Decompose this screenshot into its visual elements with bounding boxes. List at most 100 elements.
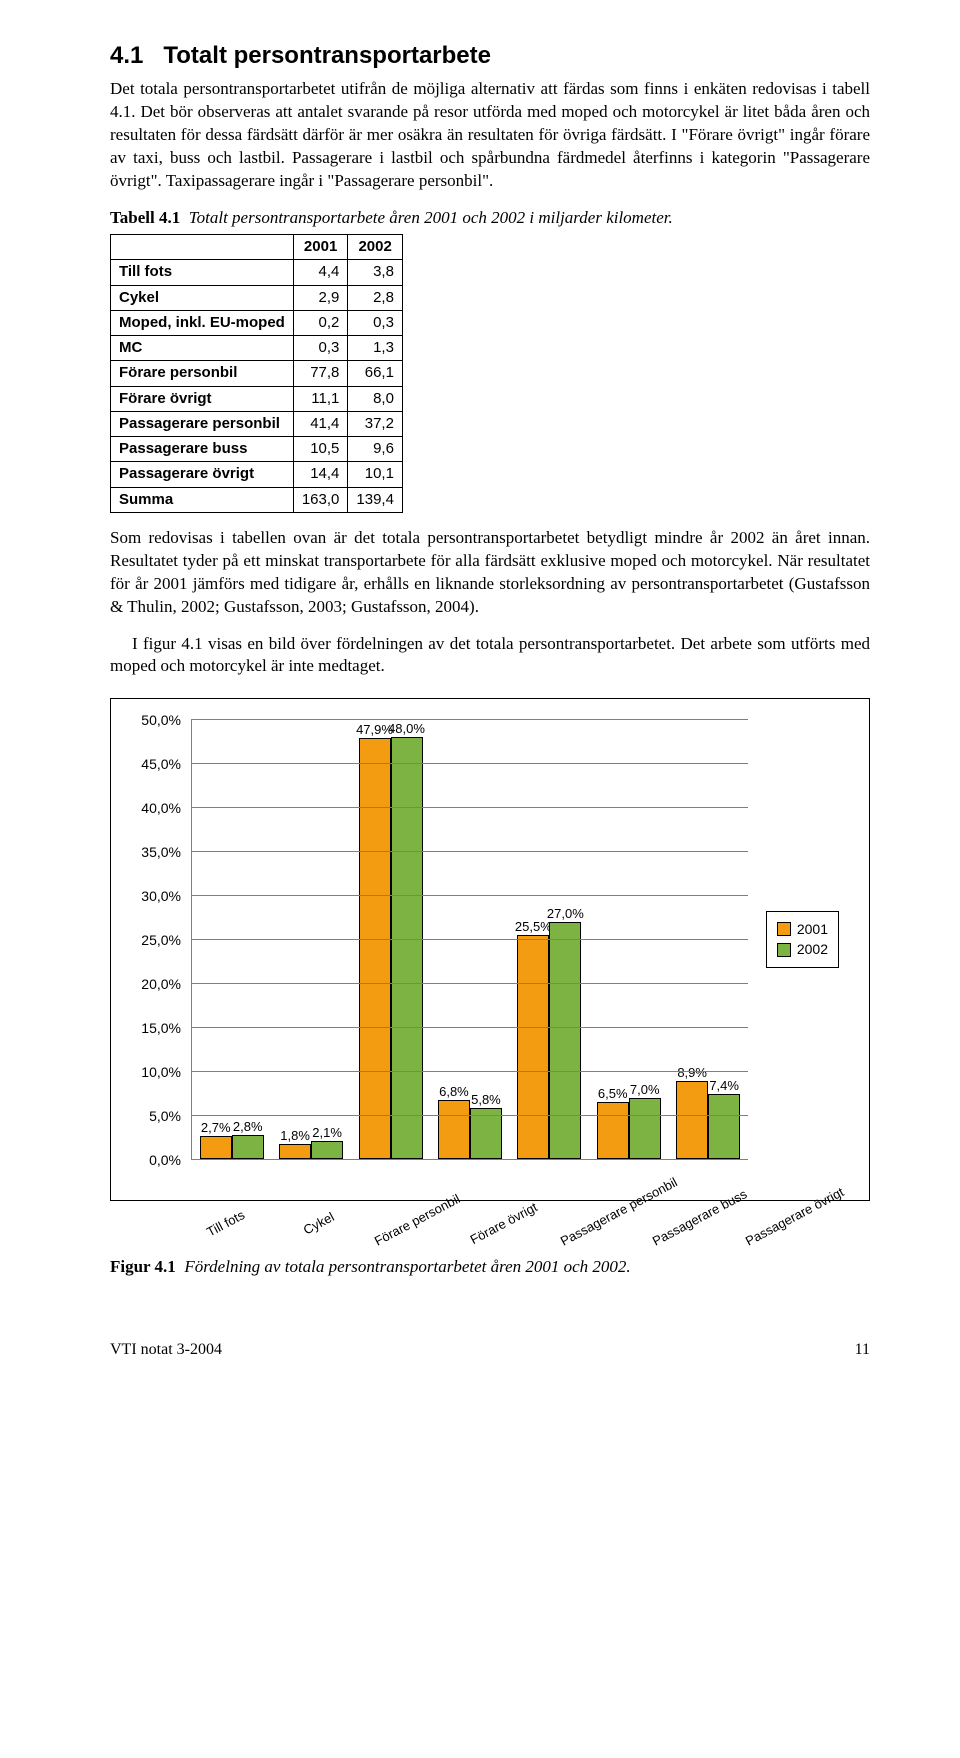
chart-bar: 47,9% xyxy=(359,738,391,1160)
legend-label: 2001 xyxy=(797,920,828,939)
table-cell: Passagerare buss xyxy=(111,437,294,462)
table-row: Moped, inkl. EU-moped0,20,3 xyxy=(111,310,403,335)
bar-group: 47,9%48,0% xyxy=(359,737,423,1159)
paragraph-2: Som redovisas i tabellen ovan är det tot… xyxy=(110,527,870,619)
legend-label: 2002 xyxy=(797,940,828,959)
table-cell: 11,1 xyxy=(293,386,348,411)
chart-bar: 6,8% xyxy=(438,1100,470,1160)
table-caption-bold: Tabell 4.1 xyxy=(110,208,180,227)
table-cell: 66,1 xyxy=(348,361,403,386)
table-cell: Förare övrigt xyxy=(111,386,294,411)
y-tick-label: 0,0% xyxy=(131,1151,187,1170)
x-tick-label: Förare personbil xyxy=(372,1197,451,1250)
x-tick-label: Förare övrigt xyxy=(464,1197,543,1250)
bar-value-label: 7,0% xyxy=(630,1081,660,1099)
bar-value-label: 48,0% xyxy=(388,720,425,738)
table-cell: 2,9 xyxy=(293,285,348,310)
section-heading: 4.1 Totalt persontransportarbete xyxy=(110,40,870,72)
table-row: MC0,31,3 xyxy=(111,336,403,361)
table-cell: 1,3 xyxy=(348,336,403,361)
table-row: Cykel2,92,8 xyxy=(111,285,403,310)
chart-bar: 2,7% xyxy=(200,1136,232,1160)
bar-value-label: 6,5% xyxy=(598,1085,628,1103)
table-cell: 9,6 xyxy=(348,437,403,462)
bar-value-label: 8,9% xyxy=(677,1064,707,1082)
table-row: Till fots4,43,8 xyxy=(111,260,403,285)
chart-bar: 8,9% xyxy=(676,1081,708,1159)
bar-chart: 2,7%2,8%1,8%2,1%47,9%48,0%6,8%5,8%25,5%2… xyxy=(110,698,870,1201)
table-cell: MC xyxy=(111,336,294,361)
table-cell: 2,8 xyxy=(348,285,403,310)
table-header: 2002 xyxy=(348,235,403,260)
table-cell: Förare personbil xyxy=(111,361,294,386)
y-tick-label: 30,0% xyxy=(131,887,187,906)
table-cell: 0,3 xyxy=(348,310,403,335)
chart-bar: 25,5% xyxy=(517,935,549,1159)
bar-value-label: 2,8% xyxy=(233,1118,263,1136)
table-header: 2001 xyxy=(293,235,348,260)
chart-bar: 7,4% xyxy=(708,1094,740,1159)
bar-value-label: 1,8% xyxy=(280,1127,310,1145)
bar-group: 25,5%27,0% xyxy=(517,922,581,1160)
paragraph-1: Det totala persontransportarbetet utifrå… xyxy=(110,78,870,193)
bar-value-label: 6,8% xyxy=(439,1083,469,1101)
legend-swatch xyxy=(777,922,791,936)
chart-bar: 48,0% xyxy=(391,737,423,1159)
table-cell: 41,4 xyxy=(293,411,348,436)
bar-group: 8,9%7,4% xyxy=(676,1081,740,1159)
table-cell: 139,4 xyxy=(348,487,403,512)
table-cell: Cykel xyxy=(111,285,294,310)
table-row: Förare personbil77,866,1 xyxy=(111,361,403,386)
chart-legend: 20012002 xyxy=(766,911,839,969)
y-tick-label: 25,0% xyxy=(131,931,187,950)
x-tick-label: Passagerare buss xyxy=(649,1197,728,1250)
table-caption: Tabell 4.1 Totalt persontransportarbete … xyxy=(110,207,870,230)
y-tick-label: 10,0% xyxy=(131,1063,187,1082)
chart-bar: 1,8% xyxy=(279,1144,311,1160)
footer-left: VTI notat 3-2004 xyxy=(110,1339,222,1361)
data-table: 20012002 Till fots4,43,8Cykel2,92,8Moped… xyxy=(110,234,403,513)
legend-swatch xyxy=(777,943,791,957)
table-cell: Till fots xyxy=(111,260,294,285)
table-cell: 37,2 xyxy=(348,411,403,436)
table-header xyxy=(111,235,294,260)
table-cell: 10,5 xyxy=(293,437,348,462)
table-row: Passagerare buss10,59,6 xyxy=(111,437,403,462)
chart-bar: 2,8% xyxy=(232,1135,264,1160)
chart-bar: 27,0% xyxy=(549,922,581,1160)
bar-group: 1,8%2,1% xyxy=(279,1141,343,1159)
bar-value-label: 7,4% xyxy=(709,1077,739,1095)
paragraph-3: I figur 4.1 visas en bild över fördelnin… xyxy=(110,633,870,679)
y-tick-label: 15,0% xyxy=(131,1019,187,1038)
bar-value-label: 2,7% xyxy=(201,1119,231,1137)
x-tick-label: Passagerare övrigt xyxy=(742,1197,821,1250)
chart-bar: 2,1% xyxy=(311,1141,343,1159)
chart-bar: 6,5% xyxy=(597,1102,629,1159)
table-cell: 0,3 xyxy=(293,336,348,361)
table-row: Summa163,0139,4 xyxy=(111,487,403,512)
table-row: Passagerare personbil41,437,2 xyxy=(111,411,403,436)
figure-caption: Figur 4.1 Fördelning av totala persontra… xyxy=(110,1256,870,1279)
y-tick-label: 20,0% xyxy=(131,975,187,994)
table-row: Passagerare övrigt14,410,1 xyxy=(111,462,403,487)
figure-caption-italic: Fördelning av totala persontransportarbe… xyxy=(184,1257,630,1276)
table-cell: 3,8 xyxy=(348,260,403,285)
y-tick-label: 45,0% xyxy=(131,755,187,774)
table-cell: 4,4 xyxy=(293,260,348,285)
bar-value-label: 2,1% xyxy=(312,1124,342,1142)
bar-value-label: 27,0% xyxy=(547,905,584,923)
table-cell: Passagerare övrigt xyxy=(111,462,294,487)
table-cell: 10,1 xyxy=(348,462,403,487)
chart-bar: 7,0% xyxy=(629,1098,661,1160)
table-cell: Passagerare personbil xyxy=(111,411,294,436)
y-tick-label: 35,0% xyxy=(131,843,187,862)
figure-caption-bold: Figur 4.1 xyxy=(110,1257,176,1276)
table-cell: 77,8 xyxy=(293,361,348,386)
legend-item: 2002 xyxy=(777,940,828,959)
legend-item: 2001 xyxy=(777,920,828,939)
bar-group: 2,7%2,8% xyxy=(200,1135,264,1160)
table-cell: Summa xyxy=(111,487,294,512)
table-cell: Moped, inkl. EU-moped xyxy=(111,310,294,335)
section-number: 4.1 xyxy=(110,42,143,69)
table-cell: 163,0 xyxy=(293,487,348,512)
